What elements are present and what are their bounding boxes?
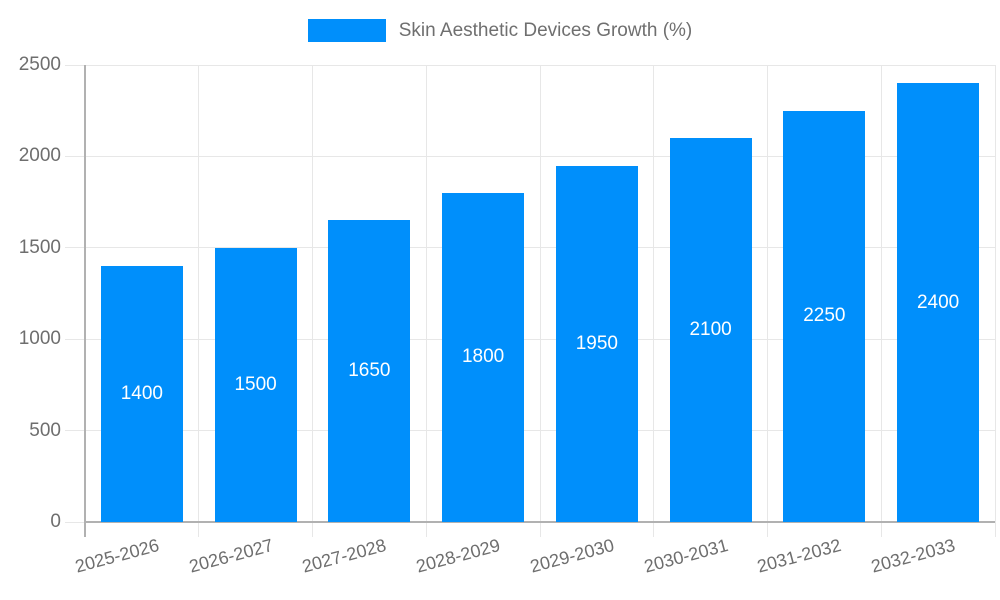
x-tick-label: 2027-2028: [300, 535, 389, 577]
x-gridline: [425, 65, 427, 522]
bar[interactable]: [783, 110, 866, 522]
y-tick-mark: [65, 430, 85, 432]
x-tick-mark: [653, 522, 655, 537]
x-tick-mark: [880, 522, 882, 537]
bar-value-label: 1400: [120, 383, 164, 405]
x-tick-label: 2028-2029: [413, 535, 503, 577]
x-gridline: [767, 65, 768, 522]
bar-value-label: 2250: [803, 305, 846, 327]
x-tick-mark: [312, 522, 313, 537]
x-gridline: [653, 65, 655, 522]
bar[interactable]: [214, 247, 297, 522]
bar-value-label: 2100: [689, 319, 732, 341]
y-tick-mark: [65, 247, 85, 249]
x-tick-label: 2031-2032: [755, 535, 844, 577]
x-tick-label: 2029-2030: [527, 535, 617, 577]
y-tick-label: 1500: [18, 236, 61, 258]
bar-value-label: 1650: [348, 360, 391, 382]
plot-area: 1400 1500 1650 1800 1950 2100 2250 2400: [65, 64, 996, 537]
bar-value-label: 1950: [575, 332, 619, 354]
x-gridline: [312, 65, 313, 522]
bar[interactable]: [328, 220, 411, 522]
y-tick-mark: [65, 521, 85, 523]
y-tick-label: 2000: [18, 145, 61, 167]
x-tick-label: 2025-2026: [72, 535, 162, 577]
x-gridline: [994, 65, 996, 522]
bar-value-label: 1800: [461, 346, 505, 368]
x-tick-mark: [198, 522, 200, 537]
y-tick-label: 2500: [18, 54, 61, 75]
y-tick-mark: [65, 338, 85, 340]
y-tick-mark: [65, 64, 85, 66]
y-tick-mark: [65, 155, 85, 157]
x-tick-mark: [767, 522, 768, 537]
bar-value-label: 2400: [916, 291, 960, 313]
x-tick-mark: [994, 522, 996, 537]
y-tick-label: 1000: [18, 328, 61, 350]
x-gridline: [198, 65, 200, 522]
bar-value-label: 1500: [234, 373, 277, 395]
legend-label: Skin Aesthetic Devices Growth (%): [398, 19, 693, 41]
bar[interactable]: [669, 138, 752, 522]
bar[interactable]: [100, 266, 183, 522]
x-tick-label: 2030-2031: [641, 535, 730, 577]
legend[interactable]: Skin Aesthetic Devices Growth (%): [0, 19, 1000, 42]
x-gridline: [880, 65, 882, 522]
x-tick-label: 2032-2033: [868, 535, 958, 577]
y-tick-label: 500: [29, 419, 61, 441]
y-tick-label: 0: [50, 511, 61, 532]
x-axis-line: [85, 521, 995, 523]
x-gridline: [539, 65, 541, 522]
x-tick-label: 2026-2027: [186, 535, 275, 577]
y-axis-line: [84, 65, 86, 537]
bar[interactable]: [555, 165, 638, 522]
legend-marker: [307, 19, 386, 42]
x-tick-mark: [425, 522, 427, 537]
bar[interactable]: [897, 83, 980, 522]
x-tick-mark: [539, 522, 541, 537]
bar[interactable]: [442, 192, 525, 522]
